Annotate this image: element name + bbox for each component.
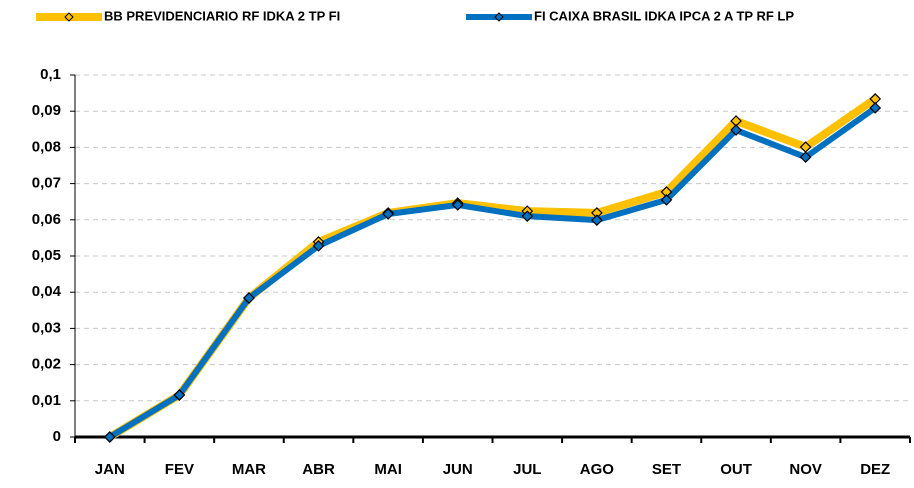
- x-tick-label: JAN: [95, 461, 125, 478]
- data-point: [382, 208, 394, 220]
- data-point: [660, 194, 673, 206]
- y-tick-label: 0,02: [32, 356, 61, 373]
- y-tick-label: 0,03: [32, 319, 61, 336]
- x-tick-label: FEV: [165, 461, 194, 478]
- data-point: [869, 102, 882, 114]
- y-tick-label: 0,08: [32, 138, 61, 155]
- legend-label: BB PREVIDENCIARIO RF IDKA 2 TP FI: [104, 8, 340, 23]
- x-tick-label: OUT: [720, 461, 752, 478]
- x-tick-label: ABR: [302, 461, 335, 478]
- data-point: [521, 210, 534, 223]
- y-tick-label: 0,09: [32, 102, 61, 119]
- y-tick-label: 0,07: [32, 175, 61, 192]
- data-point: [173, 389, 186, 401]
- y-tick-label: 0,01: [32, 392, 61, 409]
- x-tick-label: JUN: [443, 461, 473, 478]
- x-tick-label: AGO: [580, 461, 615, 478]
- legend-marker: [494, 12, 504, 22]
- series-line: [107, 95, 878, 441]
- x-tick-label: JUL: [513, 461, 541, 478]
- x-tick-label: NOV: [789, 461, 822, 478]
- y-tick-label: 0: [53, 428, 61, 445]
- data-point: [243, 292, 255, 304]
- data-point: [103, 431, 116, 443]
- x-tick-label: SET: [652, 461, 681, 478]
- x-tick-label: DEZ: [860, 461, 890, 478]
- data-point: [451, 199, 464, 211]
- data-point: [591, 214, 603, 227]
- legend-item: BB PREVIDENCIARIO RF IDKA 2 TP FI: [36, 8, 340, 23]
- y-tick-label: 0,06: [32, 211, 61, 228]
- x-tick-label: MAR: [232, 461, 266, 478]
- legend-marker: [64, 12, 74, 22]
- legend-label: FI CAIXA BRASIL IDKA IPCA 2 A TP RF LP: [534, 8, 794, 23]
- legend-item: FI CAIXA BRASIL IDKA IPCA 2 A TP RF LP: [466, 8, 794, 23]
- data-point: [799, 151, 812, 164]
- y-tick-label: 0,05: [32, 247, 61, 264]
- series-line: [108, 105, 877, 440]
- y-tick-label: 0,1: [40, 66, 61, 83]
- y-tick-label: 0,04: [32, 283, 62, 300]
- data-point: [730, 124, 742, 136]
- data-point: [312, 240, 325, 252]
- x-tick-label: MAI: [374, 461, 402, 478]
